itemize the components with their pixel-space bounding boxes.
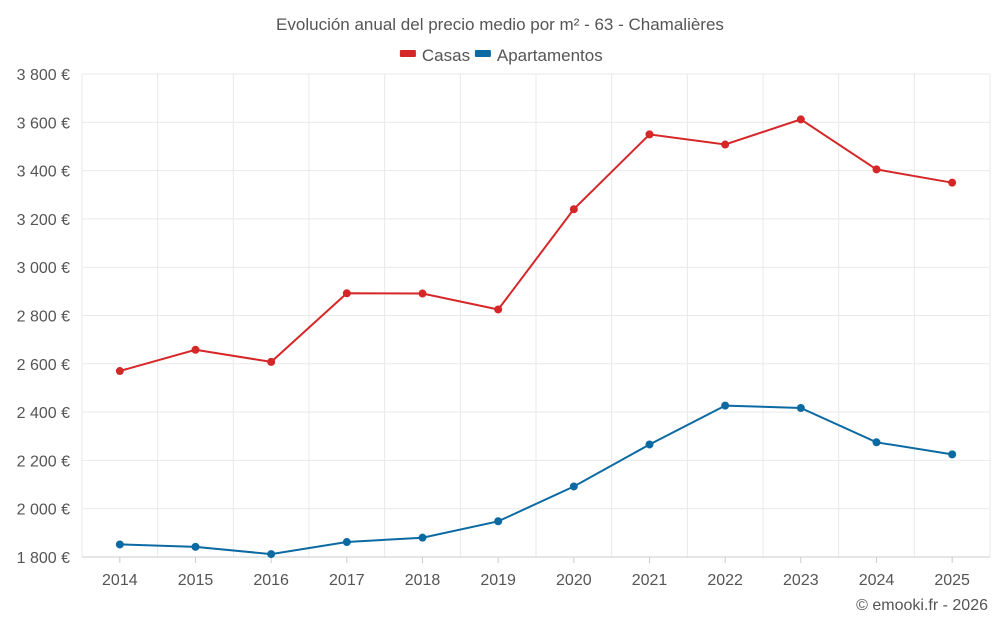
x-tick-label: 2025 — [934, 572, 970, 589]
y-tick-label: 3 000 € — [17, 260, 70, 277]
series-apartamentos — [115, 401, 957, 559]
data-point-casas — [191, 345, 200, 354]
x-tick-label: 2023 — [783, 572, 819, 589]
data-point-casas — [267, 357, 276, 366]
y-tick-label: 2 000 € — [17, 502, 70, 519]
data-point-casas — [796, 115, 805, 124]
chart-title: Evolución anual del precio medio por m² … — [276, 15, 724, 34]
data-point-apartamentos — [418, 533, 427, 542]
data-point-apartamentos — [645, 440, 654, 449]
x-tick-label: 2024 — [859, 572, 895, 589]
y-tick-label: 3 200 € — [17, 212, 70, 229]
series-line-apartamentos — [119, 404, 953, 556]
x-tick-label: 2015 — [178, 572, 214, 589]
legend: Casas Apartamentos — [399, 46, 603, 65]
data-point-casas — [418, 289, 427, 298]
data-point-apartamentos — [796, 403, 805, 412]
data-point-apartamentos — [948, 450, 957, 459]
data-point-apartamentos — [872, 438, 881, 447]
data-point-apartamentos — [494, 517, 503, 526]
y-tick-label: 3 600 € — [17, 115, 70, 132]
data-point-apartamentos — [191, 542, 200, 551]
x-tick-label: 2017 — [329, 572, 365, 589]
data-point-casas — [721, 140, 730, 149]
data-point-casas — [494, 305, 503, 314]
x-tick-label: 2014 — [102, 572, 138, 589]
y-tick-label: 2 600 € — [17, 357, 70, 374]
x-tick-label: 2016 — [253, 572, 289, 589]
y-tick-label: 3 800 € — [17, 67, 70, 84]
data-point-casas — [115, 367, 124, 376]
y-tick-label: 2 400 € — [17, 405, 70, 422]
y-tick-label: 1 800 € — [17, 550, 70, 567]
data-point-casas — [948, 178, 957, 187]
x-tick-label: 2022 — [707, 572, 743, 589]
series-group — [115, 115, 957, 559]
x-tick-label: 2018 — [405, 572, 441, 589]
data-point-apartamentos — [267, 550, 276, 559]
legend-label-apartamentos: Apartamentos — [497, 46, 603, 65]
data-point-apartamentos — [569, 482, 578, 491]
data-point-casas — [569, 205, 578, 214]
legend-swatch-apartamentos — [474, 50, 491, 57]
series-casas — [115, 115, 957, 376]
y-tick-label: 2 800 € — [17, 309, 70, 326]
data-point-casas — [342, 289, 351, 298]
y-tick-label: 3 400 € — [17, 164, 70, 181]
data-point-casas — [872, 165, 881, 174]
data-point-apartamentos — [115, 540, 124, 549]
x-tick-label: 2021 — [632, 572, 668, 589]
data-point-apartamentos — [721, 401, 730, 410]
series-line-casas — [119, 118, 953, 372]
grid — [81, 73, 991, 558]
credit-text: © emooki.fr - 2026 — [856, 597, 988, 614]
legend-label-casas: Casas — [422, 46, 470, 65]
x-tick-label: 2020 — [556, 572, 592, 589]
y-tick-label: 2 200 € — [17, 453, 70, 470]
data-point-casas — [645, 130, 654, 139]
x-tick-label: 2019 — [480, 572, 516, 589]
legend-swatch-casas — [399, 50, 416, 57]
axes: 1 800 € 2 000 € 2 200 € 2 400 € 2 600 € 2 800… — [17, 67, 990, 589]
data-point-apartamentos — [342, 538, 351, 547]
